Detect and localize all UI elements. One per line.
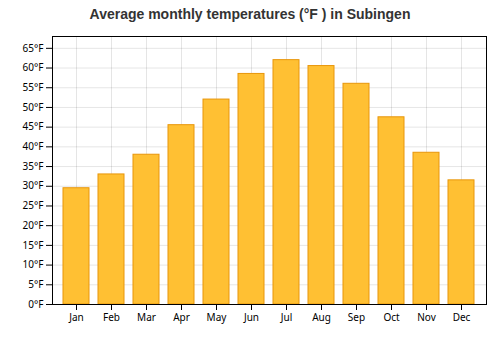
svg-text:Nov: Nov (417, 310, 436, 324)
svg-text:Feb: Feb (103, 310, 120, 324)
svg-text:Oct: Oct (383, 310, 400, 324)
svg-text:55°F: 55°F (23, 80, 44, 94)
svg-text:Apr: Apr (173, 310, 190, 324)
svg-text:Mar: Mar (137, 310, 156, 324)
svg-text:30°F: 30°F (23, 178, 44, 192)
svg-text:60°F: 60°F (23, 60, 44, 74)
svg-text:50°F: 50°F (23, 100, 44, 114)
svg-text:Sep: Sep (348, 310, 365, 324)
svg-text:45°F: 45°F (23, 119, 44, 133)
svg-text:Jun: Jun (243, 310, 259, 324)
svg-text:Dec: Dec (453, 310, 471, 324)
svg-text:5°F: 5°F (28, 277, 43, 291)
svg-text:65°F: 65°F (23, 41, 44, 55)
svg-text:May: May (207, 310, 228, 324)
svg-text:20°F: 20°F (23, 218, 44, 232)
svg-text:Jul: Jul (280, 310, 293, 324)
svg-text:10°F: 10°F (23, 257, 44, 271)
svg-text:Aug: Aug (312, 310, 331, 324)
svg-text:25°F: 25°F (23, 198, 44, 212)
svg-text:0°F: 0°F (28, 297, 43, 311)
svg-text:Jan: Jan (68, 310, 84, 324)
svg-text:40°F: 40°F (23, 139, 44, 153)
html-text:Average monthly temperatures (: Average monthly temperatures (°F ) in Su… (89, 6, 411, 22)
svg-text:35°F: 35°F (23, 159, 44, 173)
svg-text:15°F: 15°F (23, 238, 44, 252)
